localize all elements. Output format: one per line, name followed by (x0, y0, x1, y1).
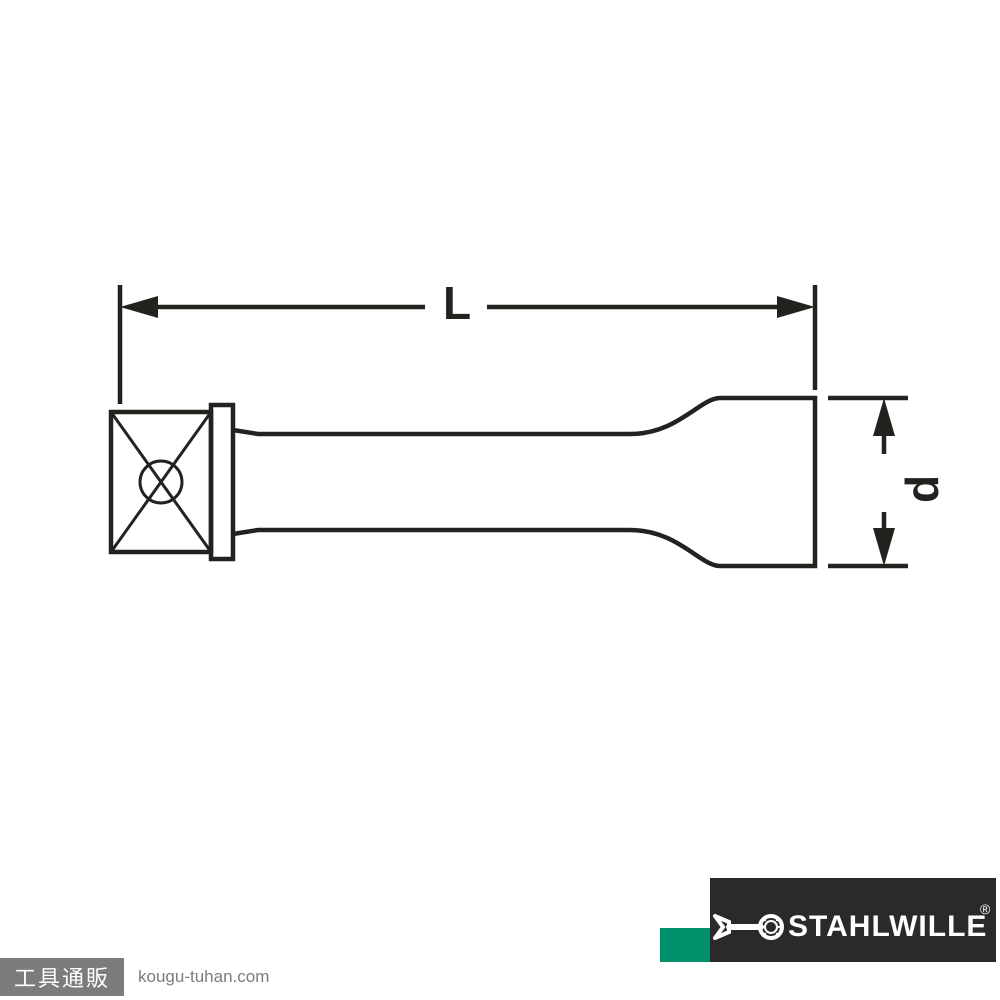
site-name-badge: 工具通販 (0, 958, 124, 996)
stahlwille-logo: STAHLWILLE ® (660, 878, 996, 962)
extension-bar-diagram (0, 0, 1000, 1000)
site-footer: 工具通販 kougu-tuhan.com (0, 958, 269, 996)
dimension-label-diameter: d (895, 475, 949, 503)
dimension-label-length: L (443, 276, 471, 330)
site-url-text: kougu-tuhan.com (138, 967, 269, 987)
registered-mark: ® (980, 901, 991, 917)
brand-name-text: STAHLWILLE (788, 910, 987, 943)
